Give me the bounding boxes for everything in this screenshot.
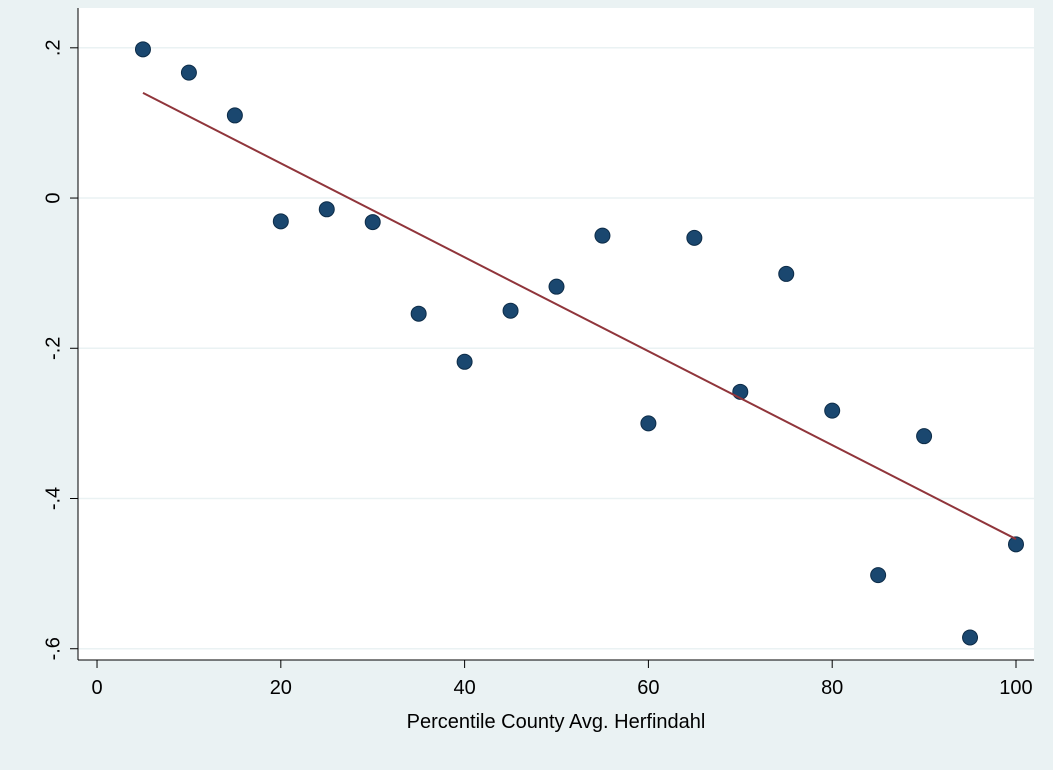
x-axis-title: Percentile County Avg. Herfindahl [407, 711, 706, 733]
y-tick-label: -.6 [42, 637, 64, 660]
data-point [548, 278, 565, 295]
y-tick-label: .2 [42, 39, 64, 56]
data-point [1007, 536, 1024, 553]
data-point [870, 567, 887, 584]
y-tick-label: -.4 [42, 487, 64, 510]
data-point [180, 64, 197, 81]
data-point [272, 213, 289, 230]
x-tick-label: 40 [453, 677, 475, 699]
data-point [410, 305, 427, 322]
data-point [134, 41, 151, 58]
data-point [916, 428, 933, 445]
data-point [962, 629, 979, 646]
data-point [318, 201, 335, 218]
x-tick-label: 20 [270, 677, 292, 699]
data-point [824, 402, 841, 419]
x-tick-label: 80 [821, 677, 843, 699]
data-point [226, 107, 243, 124]
data-point [456, 353, 473, 370]
data-point [502, 302, 519, 319]
data-point [640, 415, 657, 432]
fit-line [142, 91, 1017, 540]
data-point [594, 227, 611, 244]
y-tick-label: -.2 [42, 337, 64, 360]
x-tick-label: 60 [637, 677, 659, 699]
x-tick-label: 100 [999, 677, 1032, 699]
y-tick-label: 0 [42, 192, 64, 203]
plot-area [78, 8, 1034, 660]
data-point [686, 229, 703, 246]
data-point [364, 214, 381, 231]
data-point [778, 265, 795, 282]
x-tick-label: 0 [91, 677, 102, 699]
